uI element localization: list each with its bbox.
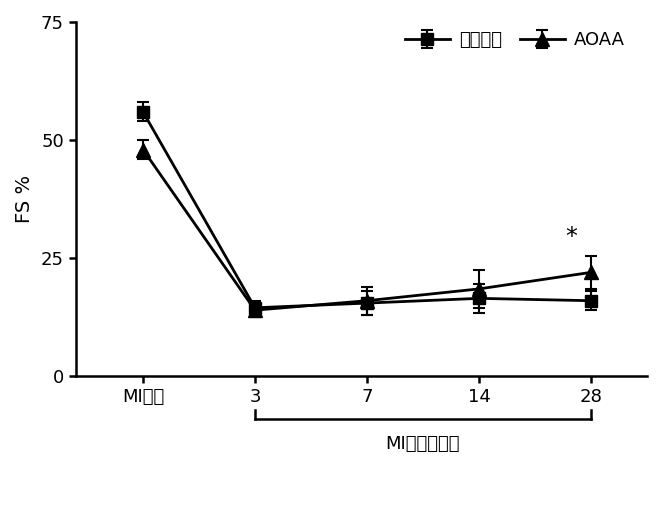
Text: MI术后（天）: MI术后（天）	[386, 435, 460, 453]
Text: *: *	[565, 225, 577, 249]
Legend: 生理盐水, AOAA: 生理盐水, AOAA	[397, 24, 632, 56]
Y-axis label: FS %: FS %	[15, 175, 34, 223]
